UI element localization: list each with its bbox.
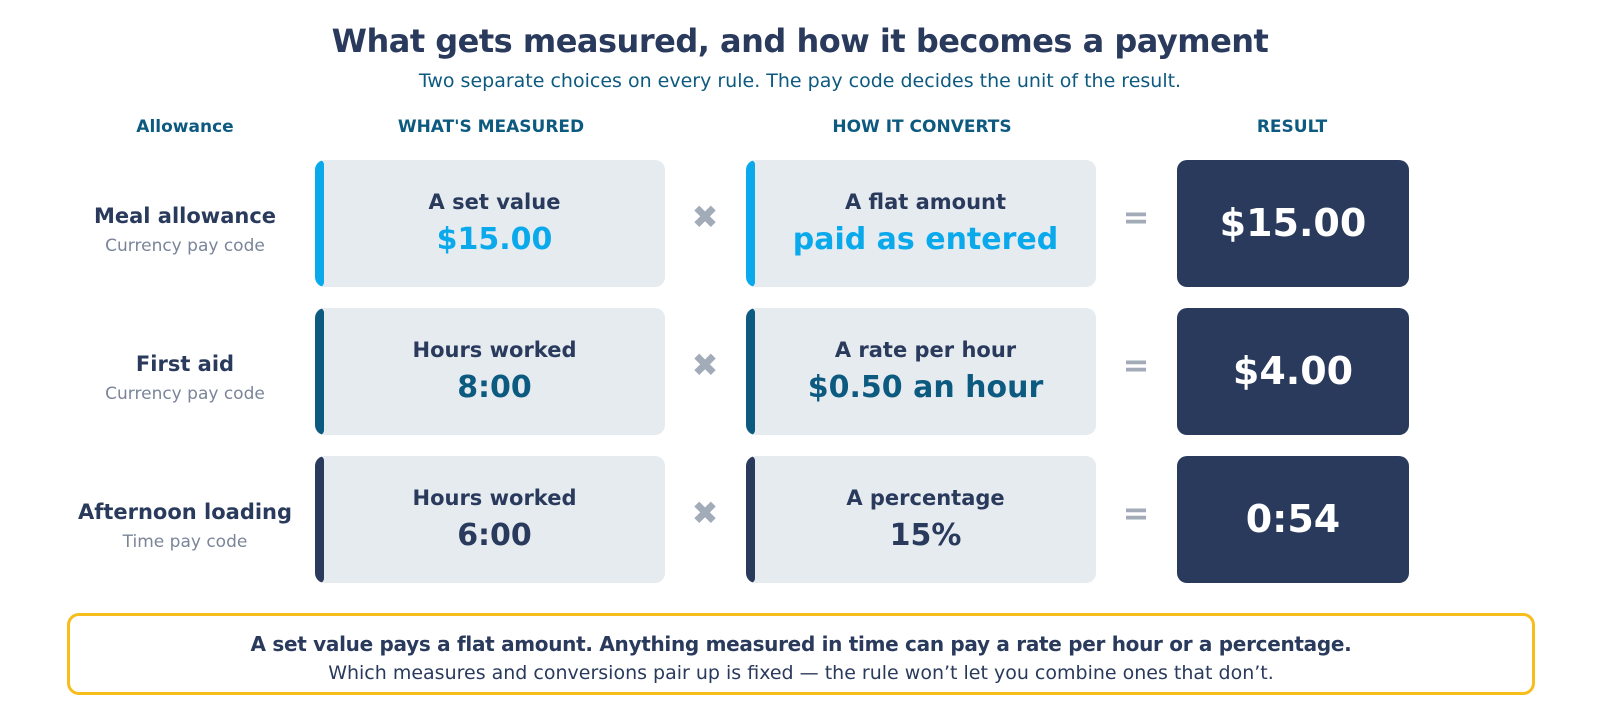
convert-label: A rate per hour: [834, 338, 1017, 362]
measured-label: Hours worked: [412, 486, 577, 510]
measured-value: $15.00: [436, 222, 553, 257]
note-text: Which measures and conversions pair up i…: [328, 662, 1274, 684]
measured-card: Hours worked 8:00: [315, 308, 665, 435]
measured-card: A set value $15.00: [315, 160, 665, 287]
multiply-icon: ✖: [691, 198, 719, 236]
column-header-converts: HOW IT CONVERTS: [832, 117, 1012, 137]
accent-bar: [315, 308, 324, 435]
convert-label: A percentage: [846, 486, 1005, 510]
allowance-row: First aid Currency pay code Hours worked…: [0, 308, 1600, 435]
equals-icon: =: [1122, 494, 1150, 532]
multiply-icon: ✖: [691, 346, 719, 384]
measured-card: Hours worked 6:00: [315, 456, 665, 583]
accent-bar: [315, 456, 324, 583]
pay-code-type: Currency pay code: [105, 384, 265, 404]
convert-value: paid as entered: [792, 222, 1059, 257]
result-value: $15.00: [1177, 160, 1409, 287]
equals-icon: =: [1122, 198, 1150, 236]
summary-note: A set value pays a flat amount. Anything…: [67, 613, 1535, 695]
allowance-row: Meal allowance Currency pay code A set v…: [0, 160, 1600, 287]
page-subtitle: Two separate choices on every rule. The …: [418, 70, 1182, 92]
convert-value: $0.50 an hour: [807, 370, 1044, 405]
allowance-label: Meal allowance Currency pay code: [60, 204, 310, 256]
allowance-label: First aid Currency pay code: [60, 352, 310, 404]
note-headline: A set value pays a flat amount. Anything…: [250, 632, 1352, 656]
accent-bar: [746, 160, 755, 287]
accent-bar: [746, 308, 755, 435]
accent-bar: [315, 160, 324, 287]
multiply-icon: ✖: [691, 494, 719, 532]
convert-card: A rate per hour $0.50 an hour: [746, 308, 1096, 435]
result-value: 0:54: [1177, 456, 1409, 583]
allowance-name: First aid: [135, 352, 235, 376]
convert-label: A flat amount: [844, 190, 1007, 214]
equals-icon: =: [1122, 346, 1150, 384]
convert-card: A percentage 15%: [746, 456, 1096, 583]
column-header-result: RESULT: [1256, 117, 1328, 137]
convert-value: 15%: [889, 518, 962, 553]
measured-value: 6:00: [457, 518, 532, 553]
column-header-allowance: Allowance: [136, 117, 234, 137]
pay-code-type: Time pay code: [122, 532, 248, 552]
allowance-name: Meal allowance: [93, 204, 277, 228]
allowance-row: Afternoon loading Time pay code Hours wo…: [0, 456, 1600, 583]
allowance-name: Afternoon loading: [77, 500, 293, 524]
pay-code-type: Currency pay code: [105, 236, 265, 256]
allowance-label: Afternoon loading Time pay code: [60, 500, 310, 552]
accent-bar: [746, 456, 755, 583]
result-value: $4.00: [1177, 308, 1409, 435]
measured-label: Hours worked: [412, 338, 577, 362]
measured-label: A set value: [428, 190, 561, 214]
column-header-measured: WHAT'S MEASURED: [397, 117, 585, 137]
measured-value: 8:00: [457, 370, 532, 405]
convert-card: A flat amount paid as entered: [746, 160, 1096, 287]
page-title: What gets measured, and how it becomes a…: [331, 22, 1269, 60]
